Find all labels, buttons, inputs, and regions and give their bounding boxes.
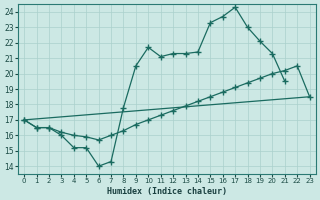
- X-axis label: Humidex (Indice chaleur): Humidex (Indice chaleur): [107, 187, 227, 196]
